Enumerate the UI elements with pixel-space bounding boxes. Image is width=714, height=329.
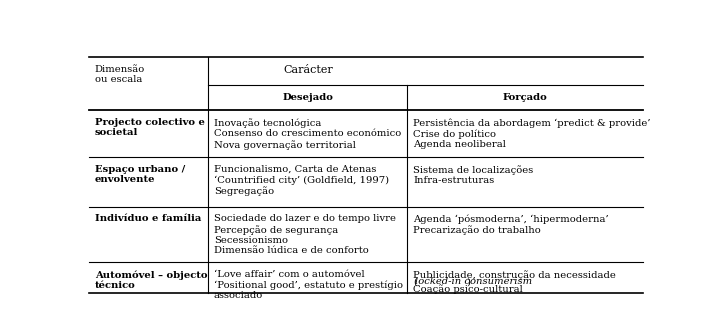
Text: Funcionalismo, Carta de Atenas
‘Countrified city’ (Goldfield, 1997)
Segregação: Funcionalismo, Carta de Atenas ‘Countrif… — [213, 165, 389, 196]
Text: Automóvel – objecto
técnico: Automóvel – objecto técnico — [95, 270, 207, 290]
Text: Dimensão
ou escala: Dimensão ou escala — [95, 65, 145, 84]
Text: (: ( — [413, 277, 417, 286]
Text: Persistência da abordagem ‘predict & provide’
Crise do político
Agenda neolibera: Persistência da abordagem ‘predict & pro… — [413, 118, 650, 149]
Text: Inovação tecnológica
Consenso do crescimento económico
Nova governação territori: Inovação tecnológica Consenso do crescim… — [213, 118, 401, 150]
Text: Desejado: Desejado — [282, 93, 333, 102]
Text: locked-in consumerism: locked-in consumerism — [415, 277, 532, 286]
Text: Forçado: Forçado — [503, 93, 548, 102]
Text: Sistema de localizações
Infra-estruturas: Sistema de localizações Infra-estruturas — [413, 165, 533, 185]
Text: Carácter: Carácter — [283, 65, 333, 75]
Text: ): ) — [466, 277, 471, 286]
Text: Sociedade do lazer e do tempo livre
Percepção de segurança
Secessionismo
Dimensã: Sociedade do lazer e do tempo livre Perc… — [213, 214, 396, 255]
Text: Indivíduo e família: Indivíduo e família — [95, 214, 201, 223]
Text: Projecto colectivo e
societal: Projecto colectivo e societal — [95, 118, 205, 138]
Text: ‘Love affair’ com o automóvel
‘Positional good’, estatuto e prestígio
associado: ‘Love affair’ com o automóvel ‘Positiona… — [213, 270, 403, 300]
Text: Agenda ‘pósmoderna’, ‘hipermoderna’
Precarização do trabalho: Agenda ‘pósmoderna’, ‘hipermoderna’ Prec… — [413, 214, 608, 235]
Text: Coação psico-cultural: Coação psico-cultural — [413, 284, 523, 294]
Text: Espaço urbano /
envolvente: Espaço urbano / envolvente — [95, 165, 185, 184]
Text: Publicidade, construção da necessidade: Publicidade, construção da necessidade — [413, 270, 616, 280]
